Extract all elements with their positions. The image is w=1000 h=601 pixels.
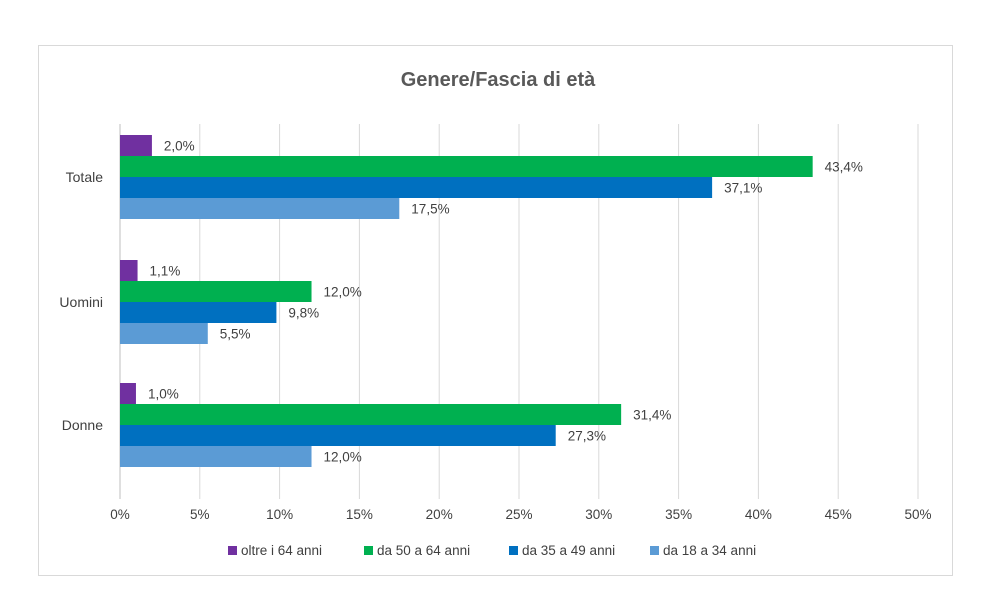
data-label: 37,1%: [724, 181, 762, 196]
x-tick-label: 0%: [110, 507, 130, 522]
x-tick-label: 15%: [346, 507, 373, 522]
x-tick-label: 30%: [585, 507, 612, 522]
x-tick-label: 35%: [665, 507, 692, 522]
x-tick-label: 40%: [745, 507, 772, 522]
x-tick-label: 20%: [426, 507, 453, 522]
bar: [120, 156, 813, 177]
category-labels: Totale Uomini Donne: [59, 169, 103, 433]
bar-chart: Genere/Fascia di età 2,0% 43,4% 37,1% 17,5%…: [59, 69, 931, 558]
data-label: 2,0%: [164, 139, 195, 154]
legend-label: oltre i 64 anni: [241, 543, 322, 558]
data-label: 31,4%: [633, 408, 671, 423]
bar: [120, 425, 556, 446]
x-tick-label: 45%: [825, 507, 852, 522]
x-tick-label: 25%: [505, 507, 532, 522]
data-label: 1,1%: [150, 264, 181, 279]
data-label: 43,4%: [825, 160, 863, 175]
bar: [120, 446, 312, 467]
bar: [120, 383, 136, 404]
legend-swatch: [364, 546, 373, 555]
x-axis-ticks: 0% 5% 10% 15% 20% 25% 30% 35% 40% 45% 50%: [110, 507, 931, 522]
bar: [120, 260, 138, 281]
data-label: 12,0%: [324, 285, 362, 300]
category-label: Donne: [62, 417, 103, 433]
data-label: 12,0%: [324, 450, 362, 465]
legend-label: da 35 a 49 anni: [522, 543, 615, 558]
legend: oltre i 64 anni da 50 a 64 anni da 35 a 49…: [228, 543, 756, 558]
chart-title: Genere/Fascia di età: [401, 69, 596, 91]
legend-label: da 50 a 64 anni: [377, 543, 470, 558]
bar: [120, 198, 400, 219]
bar: [120, 177, 713, 198]
x-tick-label: 10%: [266, 507, 293, 522]
legend-swatch: [650, 546, 659, 555]
category-label: Uomini: [59, 294, 103, 310]
data-label: 1,0%: [148, 387, 179, 402]
bar: [120, 281, 312, 302]
data-label: 5,5%: [220, 327, 251, 342]
legend-label: da 18 a 34 anni: [663, 543, 756, 558]
bar: [120, 323, 208, 344]
data-label: 9,8%: [288, 306, 319, 321]
data-label: 27,3%: [568, 429, 606, 444]
bars: 2,0% 43,4% 37,1% 17,5% 1,1% 12,0% 9,8% 5,5% 1,0%…: [120, 135, 863, 467]
x-tick-label: 50%: [904, 507, 931, 522]
x-tick-label: 5%: [190, 507, 210, 522]
chart-frame: Genere/Fascia di età 2,0% 43,4% 37,1% 17,5%…: [38, 45, 953, 576]
legend-swatch: [509, 546, 518, 555]
bar: [120, 302, 277, 323]
legend-swatch: [228, 546, 237, 555]
bar: [120, 135, 152, 156]
bar: [120, 404, 622, 425]
category-label: Totale: [66, 169, 104, 185]
data-label: 17,5%: [411, 202, 449, 217]
